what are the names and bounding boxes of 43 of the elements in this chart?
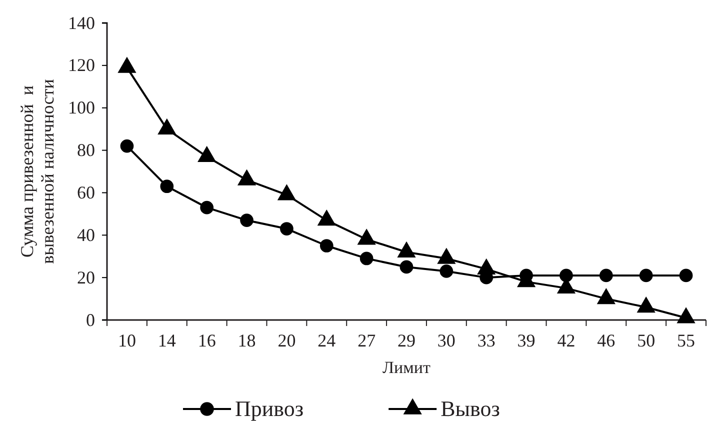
y-tick-label: 60 [77,182,95,202]
x-tick-label: 29 [398,330,416,350]
y-tick-label: 40 [77,224,95,245]
point [400,260,414,274]
point [320,239,334,252]
point [200,200,214,214]
y-tick-label: 100 [68,98,95,118]
point [599,268,613,282]
x-axis-title: Лимит [382,358,432,377]
point [639,268,653,282]
y-tick-label: 120 [68,55,95,76]
x-tick-label: 33 [477,330,496,350]
x-tick-label: 14 [158,330,176,350]
x-tick-label: 24 [318,330,336,350]
y-axis-title: Сумма привезенной и вывезенной наличности [17,78,58,264]
point [158,118,176,134]
x-tick-label: 39 [517,330,536,350]
point [277,184,296,200]
point [237,169,256,186]
legend-label: Привоз [235,396,304,421]
y-tick-label: 20 [77,267,95,288]
y-tick-label: 140 [68,12,95,33]
x-tick-label: 42 [557,330,576,350]
point [118,56,136,73]
point [360,252,374,266]
x-tick-label: 27 [358,330,376,350]
x-tick-label: 18 [238,330,256,350]
x-tick-label: 46 [597,330,616,350]
point [280,222,294,236]
y-tick-label: 80 [77,140,95,160]
y-tick-label: 0 [86,310,95,330]
x-tick-label: 20 [278,330,296,350]
x-tick-label: 16 [198,330,216,350]
legend-label: Вывоз [440,396,500,421]
point [560,268,573,282]
point [198,146,216,162]
point [240,214,254,227]
x-tick-label: 30 [437,330,456,350]
point [440,264,454,278]
x-tick-label: 55 [677,330,696,350]
point [679,268,693,282]
x-tick-label: 10 [118,330,136,350]
x-tick-label: 50 [637,330,656,350]
